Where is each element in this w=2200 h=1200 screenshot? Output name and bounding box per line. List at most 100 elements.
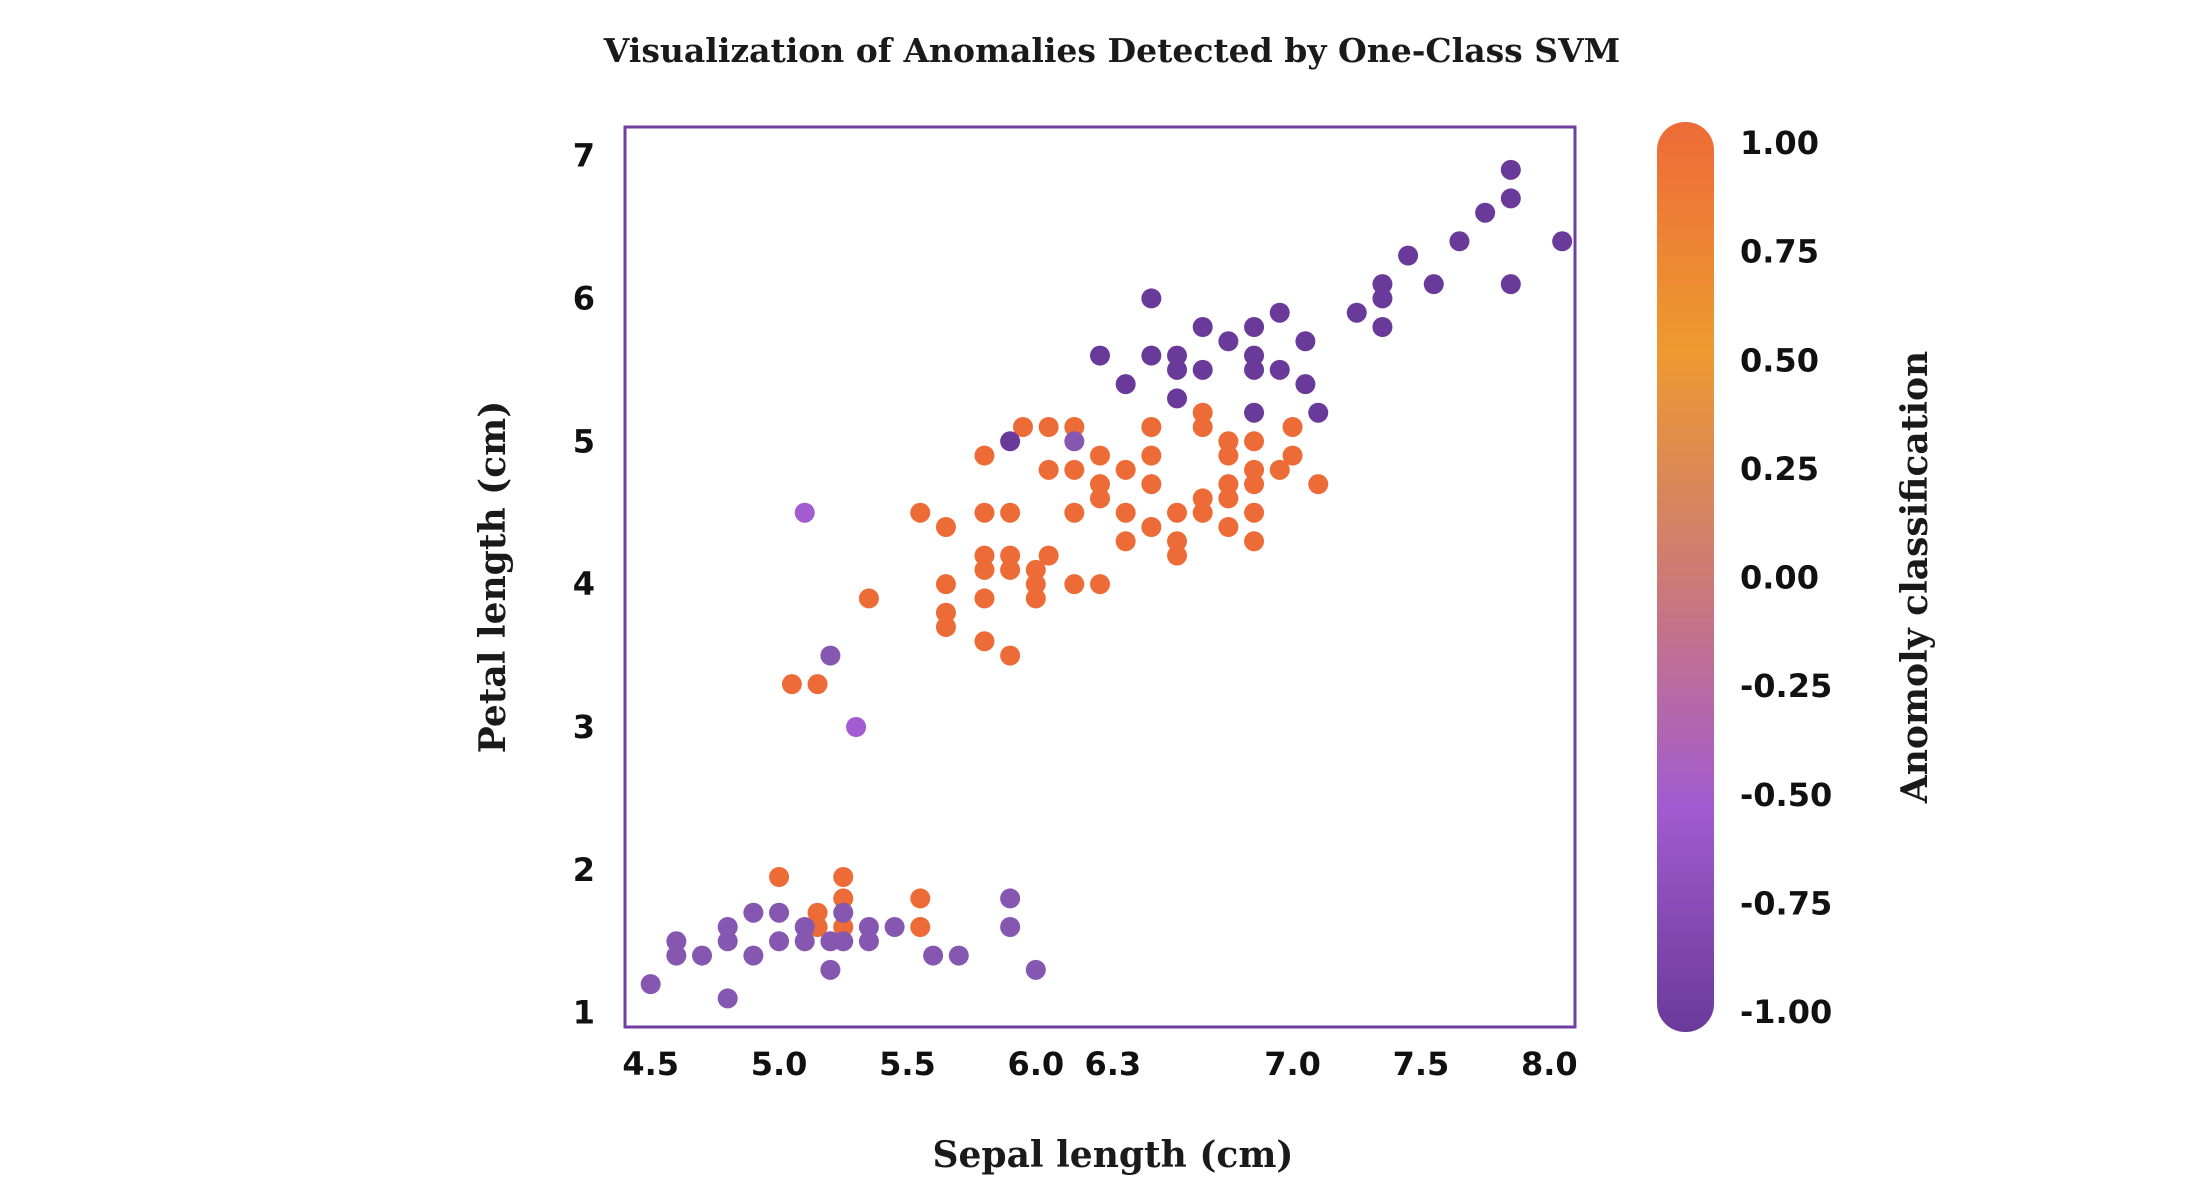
x-tick-label: 6.0 <box>1007 1045 1064 1083</box>
data-point <box>935 602 956 623</box>
data-point <box>1269 302 1290 323</box>
data-point <box>1038 545 1059 566</box>
data-point <box>1192 417 1213 437</box>
data-point <box>1282 417 1303 437</box>
data-point <box>858 917 879 937</box>
data-point <box>1423 274 1444 295</box>
data-point <box>1192 402 1213 423</box>
data-point <box>858 931 879 952</box>
data-point <box>910 502 931 523</box>
data-point <box>1000 888 1021 909</box>
data-point <box>1192 502 1213 523</box>
data-point <box>1000 545 1021 566</box>
data-point <box>1346 302 1367 323</box>
data-point <box>781 674 802 695</box>
colorbar-ticks: 1.00 0.75 0.50 0.25 0.00 -0.25 -0.50 -0.75 -1.00 <box>1740 124 1832 1031</box>
data-point <box>1244 359 1265 380</box>
data-point <box>935 617 956 637</box>
data-point <box>1500 274 1521 295</box>
data-point <box>1218 488 1239 509</box>
data-point <box>807 902 828 923</box>
data-point <box>833 902 854 923</box>
data-point <box>1192 317 1213 337</box>
data-point <box>974 588 995 609</box>
data-point <box>1244 345 1265 366</box>
data-point <box>1167 359 1188 380</box>
data-points <box>640 159 1573 1009</box>
data-point <box>1012 417 1033 437</box>
x-tick-label: 7.0 <box>1264 1045 1321 1083</box>
data-point <box>974 559 995 580</box>
data-point <box>1090 345 1110 366</box>
data-point <box>717 917 738 937</box>
data-point <box>769 902 790 923</box>
data-point <box>1115 531 1136 552</box>
data-point <box>1167 531 1188 552</box>
data-point <box>1244 502 1265 523</box>
y-tick-label: 3 <box>573 708 595 746</box>
data-point <box>640 974 661 995</box>
data-point <box>1064 502 1085 523</box>
y-tick-label: 7 <box>573 137 595 175</box>
data-point <box>794 917 815 937</box>
data-point <box>974 545 995 566</box>
x-tick-label: 5.0 <box>751 1045 808 1083</box>
x-tick-label: 6.3 <box>1084 1045 1141 1083</box>
data-point <box>1244 531 1265 552</box>
y-axis-ticks: 1 2 3 4 5 6 7 <box>573 137 595 1032</box>
data-point <box>1141 474 1162 495</box>
colorbar-tick-label: 0.00 <box>1740 559 1819 597</box>
data-point <box>833 888 854 909</box>
data-point <box>1167 388 1188 409</box>
data-point <box>1500 159 1521 180</box>
data-point <box>1372 317 1393 337</box>
data-point <box>1308 474 1329 495</box>
data-point <box>948 945 969 966</box>
data-point <box>717 931 738 952</box>
data-point <box>1218 445 1239 466</box>
data-point <box>1167 502 1188 523</box>
data-point <box>833 917 854 937</box>
data-point <box>1090 474 1110 495</box>
data-point <box>884 917 905 937</box>
data-point <box>1372 274 1393 295</box>
data-point <box>1295 374 1316 395</box>
data-point <box>1308 402 1329 423</box>
data-point <box>807 674 828 695</box>
colorbar-tick-label: 0.50 <box>1740 341 1819 379</box>
data-point <box>1115 374 1136 395</box>
data-point <box>1192 488 1213 509</box>
y-axis-label: Petal length (cm) <box>472 401 514 754</box>
data-point <box>1244 459 1265 480</box>
x-tick-label: 5.5 <box>879 1045 936 1083</box>
data-point <box>833 867 854 887</box>
y-tick-label: 1 <box>573 994 595 1032</box>
data-point <box>1398 245 1419 266</box>
x-tick-label: 4.5 <box>622 1045 679 1083</box>
data-point <box>1025 559 1046 580</box>
data-point <box>974 502 995 523</box>
colorbar-tick-label: 0.75 <box>1740 233 1819 271</box>
data-point <box>769 931 790 952</box>
data-point <box>858 588 879 609</box>
data-point <box>846 717 867 737</box>
data-point <box>1115 459 1136 480</box>
data-point <box>1218 517 1239 537</box>
data-point <box>1141 345 1162 366</box>
data-point <box>1064 459 1085 480</box>
data-point <box>1025 959 1046 980</box>
data-point <box>1218 474 1239 495</box>
y-tick-label: 5 <box>573 422 595 460</box>
y-tick-label: 4 <box>573 565 595 603</box>
data-point <box>692 945 713 966</box>
colorbar-tick-label: -0.75 <box>1740 884 1832 922</box>
data-point <box>923 945 944 966</box>
data-point <box>743 902 764 923</box>
data-point <box>1025 588 1046 609</box>
data-point <box>1269 459 1290 480</box>
data-point <box>1244 402 1265 423</box>
data-point <box>1025 574 1046 595</box>
data-point <box>1167 345 1188 366</box>
data-point <box>1090 488 1110 509</box>
